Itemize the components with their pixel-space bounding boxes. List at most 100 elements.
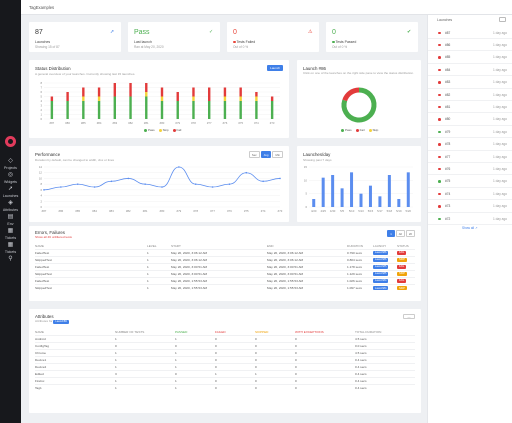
table-row[interactable]: FailedTest 1 May 20, 2020, 3:06:12 AM May 2…	[35, 248, 415, 256]
attributes-options-icon[interactable]: ⋯	[403, 314, 415, 319]
legend-item-pass[interactable]: Pass	[341, 128, 352, 132]
launch-list-item[interactable]: #75 1 day ago	[428, 176, 512, 188]
launch-badge[interactable]: Launch85	[373, 264, 389, 269]
table-row[interactable]: ConfigTag 0 0 0 0 0 0.0 secs	[35, 341, 415, 349]
table-row[interactable]: Edited 3 0 1 1 0 0.4 secs	[35, 369, 415, 377]
table-row[interactable]: SkippedTest 1 May 20, 2020, 3:00:51 AM May …	[35, 269, 415, 277]
launch-list-item[interactable]: #79 1 day ago	[428, 126, 512, 139]
app-logo[interactable]	[5, 136, 16, 147]
nav-item-tickets[interactable]: ▦ Tickets	[0, 242, 21, 254]
performance-point	[161, 186, 163, 188]
column-header[interactable]: DURATION	[347, 243, 363, 248]
launch-list-item[interactable]: #81 1 day ago	[428, 101, 512, 114]
column-header[interactable]: SKIPPED	[255, 329, 269, 334]
nav-item-projects[interactable]: ◇ Projects	[0, 158, 21, 170]
pager-button[interactable]: 1	[387, 230, 395, 237]
cell-failed: 0	[215, 383, 255, 391]
column-header[interactable]: NUMBER OF TESTS	[115, 329, 145, 334]
legend-item-skip[interactable]: Skip	[368, 128, 378, 132]
nav-item-attributes[interactable]: ◈ Attributes	[0, 200, 21, 212]
x-tick-label: #83	[109, 209, 114, 213]
column-header[interactable]: END	[267, 243, 274, 248]
launch-badge[interactable]: Launch84	[373, 278, 389, 283]
x-tick-label: 5/13	[358, 209, 364, 213]
launches-panel-toggle-icon[interactable]	[499, 17, 506, 22]
legend-item-skip[interactable]: Skip	[158, 128, 169, 132]
nav-item-search[interactable]: ⚲	[0, 256, 21, 263]
table-row[interactable]: Chrome 1 1 0 0 0 4.5 secs	[35, 348, 415, 356]
table-row[interactable]: FailedTest 1 May 20, 2020, 3:00:51 AM May 2…	[35, 262, 415, 270]
column-header[interactable]: STATUS	[397, 243, 409, 248]
x-tick-label: #79	[177, 209, 182, 213]
cell-name: ConfigTag	[35, 341, 115, 349]
pager-button[interactable]: All	[395, 230, 405, 237]
launch-filter-button[interactable]: Launch	[267, 65, 283, 71]
launch-list-item[interactable]: #74 1 day ago	[428, 188, 512, 201]
nav-item-widgets[interactable]: ◎ Widgets	[0, 172, 21, 184]
nav-item-env[interactable]: ▤ Env	[0, 214, 21, 226]
column-header[interactable]: LEVEL	[147, 243, 157, 248]
bar-fail	[129, 83, 132, 97]
column-header[interactable]: NAME	[35, 329, 44, 334]
column-header[interactable]: TOTAL DURATION	[355, 329, 382, 334]
column-header[interactable]: NAME	[35, 243, 44, 248]
launch-list-item[interactable]: #72 1 day ago	[428, 213, 512, 225]
bar-pass	[176, 101, 179, 119]
launch-list-item[interactable]: #84 1 day ago	[428, 64, 512, 77]
side-navigation: ◇ Projects ◎ Widgets ➚ Launches ◈ Attributes ▤ En…	[0, 0, 21, 423]
launch-list-item[interactable]: #77 1 day ago	[428, 151, 512, 163]
table-row[interactable]: Device2 1 1 0 0 0 0.4 secs	[35, 362, 415, 370]
cell-start: May 20, 2020, 3:06:12 AM	[171, 248, 267, 256]
launch-list-item[interactable]: #80 1 day ago	[428, 114, 512, 126]
table-row[interactable]: Android 1 1 0 0 0 4.5 secs	[35, 334, 415, 342]
table-row[interactable]: Device1 1 1 0 0 0 0.4 secs	[35, 355, 415, 363]
launch-time: 1 day ago	[492, 104, 507, 109]
column-header[interactable]: PASSED	[175, 329, 188, 334]
performance-toggle-avg[interactable]: Avg	[260, 151, 272, 158]
stat-label: Tests Passed	[332, 40, 356, 44]
legend-item-fail[interactable]: Fail	[172, 128, 181, 132]
performance-toggle-min[interactable]: Min	[272, 151, 283, 158]
bar-fail	[192, 87, 195, 97]
launch-badge[interactable]: Launch86	[373, 250, 389, 255]
cell-passed: 1	[175, 334, 215, 342]
launch-list-item[interactable]: #83 1 day ago	[428, 77, 512, 89]
cell-name: FailedTest	[35, 248, 147, 256]
legend-swatch	[158, 128, 162, 132]
errors-card: Errors, Failures Show all 46 unfiltered …	[29, 226, 421, 301]
attributes-launch-badge[interactable]: Launch86	[53, 319, 69, 324]
column-header[interactable]: FAILED	[215, 329, 226, 334]
launch-badge[interactable]: Launch85	[373, 271, 389, 276]
table-row[interactable]: SkippedTest 1 May 20, 2020, 3:06:12 AM May …	[35, 255, 415, 263]
legend-item-fail[interactable]: Fail	[355, 128, 365, 132]
column-header[interactable]: LAUNCH	[373, 243, 386, 248]
cell-start: May 20, 2020, 3:06:12 AM	[171, 255, 267, 263]
pager-button[interactable]: 20	[405, 230, 415, 237]
errors-subtitle[interactable]: Show all 46 unfiltered tests	[35, 235, 72, 239]
performance-toggle-sec[interactable]: Sec	[248, 151, 260, 158]
cell-name: FailedTest	[35, 262, 147, 270]
bar-pass	[223, 101, 227, 119]
launch-list-item[interactable]: #86 1 day ago	[428, 39, 512, 52]
launch-list-item[interactable]: #85 1 day ago	[428, 52, 512, 64]
cell-level: 1	[147, 276, 171, 284]
launch-badge[interactable]: Launch84	[373, 286, 389, 290]
legend-item-pass[interactable]: Pass	[144, 128, 155, 132]
launch-list-item[interactable]: #82 1 day ago	[428, 89, 512, 101]
show-all-link[interactable]: Show all ↗	[462, 226, 478, 230]
launch-list-item[interactable]: #87 1 day ago	[428, 27, 512, 39]
launch-badge[interactable]: Launch86	[373, 257, 389, 262]
launch-name: #77	[445, 154, 451, 159]
column-header[interactable]: WITH EXCEPTIONS	[295, 329, 324, 334]
table-row[interactable]: SkippedTest 1 May 20, 2020, 1:55:53 AM May …	[35, 283, 415, 291]
launch-list-item[interactable]: #73 1 day ago	[428, 201, 512, 213]
table-row[interactable]: Tag1 1 1 0 0 0 0.4 secs	[35, 383, 415, 391]
nav-item-launches[interactable]: ➚ Launches	[0, 186, 21, 198]
performance-point	[144, 183, 146, 185]
nav-item-tickets[interactable]: ▦ Tickets	[0, 228, 21, 240]
launch-list-item[interactable]: #78 1 day ago	[428, 139, 512, 151]
column-header[interactable]: START	[171, 243, 181, 248]
launch-list-item[interactable]: #76 1 day ago	[428, 163, 512, 176]
table-row[interactable]: Firefox 1 1 0 0 0 0.4 secs	[35, 376, 415, 384]
table-row[interactable]: FailedTest 1 May 20, 2020, 1:55:53 AM May 2…	[35, 276, 415, 284]
